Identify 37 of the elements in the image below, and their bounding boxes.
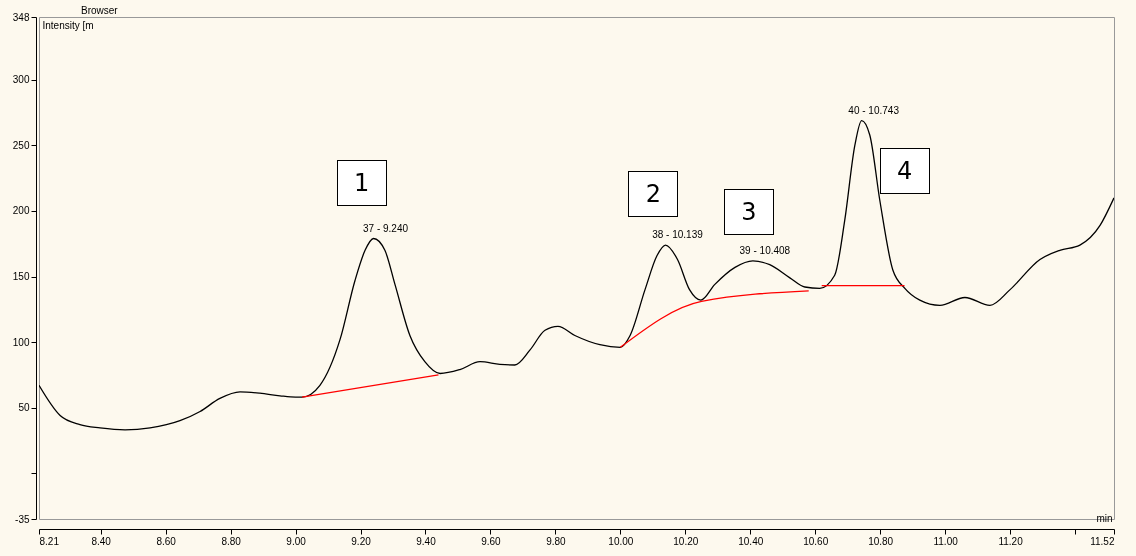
number-box: 2 — [628, 171, 679, 218]
y-tick-label: 250 — [12, 139, 30, 151]
annotation: 37 - 9.240 — [362, 222, 409, 234]
x-tick-label: 9.80 — [546, 535, 567, 547]
x-tick-label: 8.60 — [156, 535, 177, 547]
x-tick-label: 9.00 — [286, 535, 307, 547]
x-tick-label: 10.60 — [803, 535, 829, 547]
x-tick-label: 11.20 — [998, 535, 1024, 547]
y-tick-label: 200 — [12, 205, 30, 217]
annotation: 39 - 10.408 — [739, 244, 791, 256]
x-tick-label: 8.40 — [91, 535, 112, 547]
x-tick-label: 10.40 — [738, 535, 764, 547]
x-tick-label: 9.40 — [416, 535, 437, 547]
y-tick-label: 100 — [12, 336, 30, 348]
line-series — [39, 119, 1114, 431]
text: Browser — [81, 5, 119, 16]
annotation: 40 - 10.743 — [848, 104, 900, 116]
y-tick-label: 348 — [12, 11, 30, 23]
x-tick-label: 8.21 — [39, 535, 60, 547]
number-box: 4 — [879, 147, 930, 194]
x-tick-label: 11.52 — [1090, 535, 1115, 547]
x-tick-label: 9.60 — [481, 535, 502, 547]
annotation: 38 - 10.139 — [652, 229, 704, 241]
x-tick-label: 10.20 — [673, 535, 699, 547]
y-tick-label: 150 — [12, 271, 30, 283]
y-tick-label: -35 — [15, 513, 30, 525]
number-box: 3 — [723, 188, 774, 235]
x-tick-label: 11.00 — [933, 535, 959, 547]
y-axis-title: Intensity [m — [42, 19, 94, 31]
y-tick-label: 50 — [18, 402, 30, 414]
y-tick-label: 300 — [12, 74, 30, 86]
x-axis-title: min — [1096, 512, 1113, 524]
number-box: 1 — [336, 159, 387, 206]
x-tick-label: 10.80 — [868, 535, 894, 547]
x-tick-label: 10.00 — [608, 535, 634, 547]
x-tick-label: 8.80 — [221, 535, 242, 547]
x-tick-label: 9.20 — [351, 535, 372, 547]
